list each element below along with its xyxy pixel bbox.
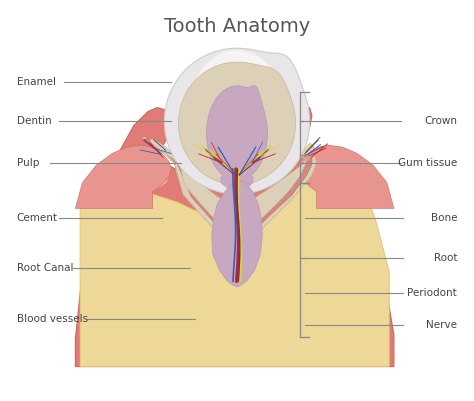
Polygon shape — [220, 171, 254, 192]
Polygon shape — [143, 137, 317, 249]
Polygon shape — [75, 107, 394, 367]
Polygon shape — [146, 138, 312, 251]
Text: Tooth Anatomy: Tooth Anatomy — [164, 16, 310, 36]
Text: Root Canal: Root Canal — [17, 263, 73, 273]
Text: Crown: Crown — [424, 116, 457, 126]
Polygon shape — [75, 145, 172, 209]
Polygon shape — [207, 85, 267, 181]
Text: Periodont: Periodont — [408, 288, 457, 298]
Polygon shape — [212, 179, 262, 287]
Polygon shape — [164, 48, 310, 194]
Text: Dentin: Dentin — [17, 116, 52, 126]
Text: Cement: Cement — [17, 213, 58, 223]
Polygon shape — [80, 143, 389, 367]
Text: Blood vessels: Blood vessels — [17, 314, 88, 324]
Text: Pulp: Pulp — [17, 158, 39, 168]
Polygon shape — [190, 50, 284, 165]
Text: Gum tissue: Gum tissue — [398, 158, 457, 168]
Text: Bone: Bone — [431, 213, 457, 223]
Text: Enamel: Enamel — [17, 77, 56, 87]
Text: Nerve: Nerve — [426, 320, 457, 330]
Polygon shape — [178, 62, 296, 185]
Text: Root: Root — [434, 253, 457, 263]
Polygon shape — [150, 139, 306, 239]
Polygon shape — [298, 145, 394, 209]
